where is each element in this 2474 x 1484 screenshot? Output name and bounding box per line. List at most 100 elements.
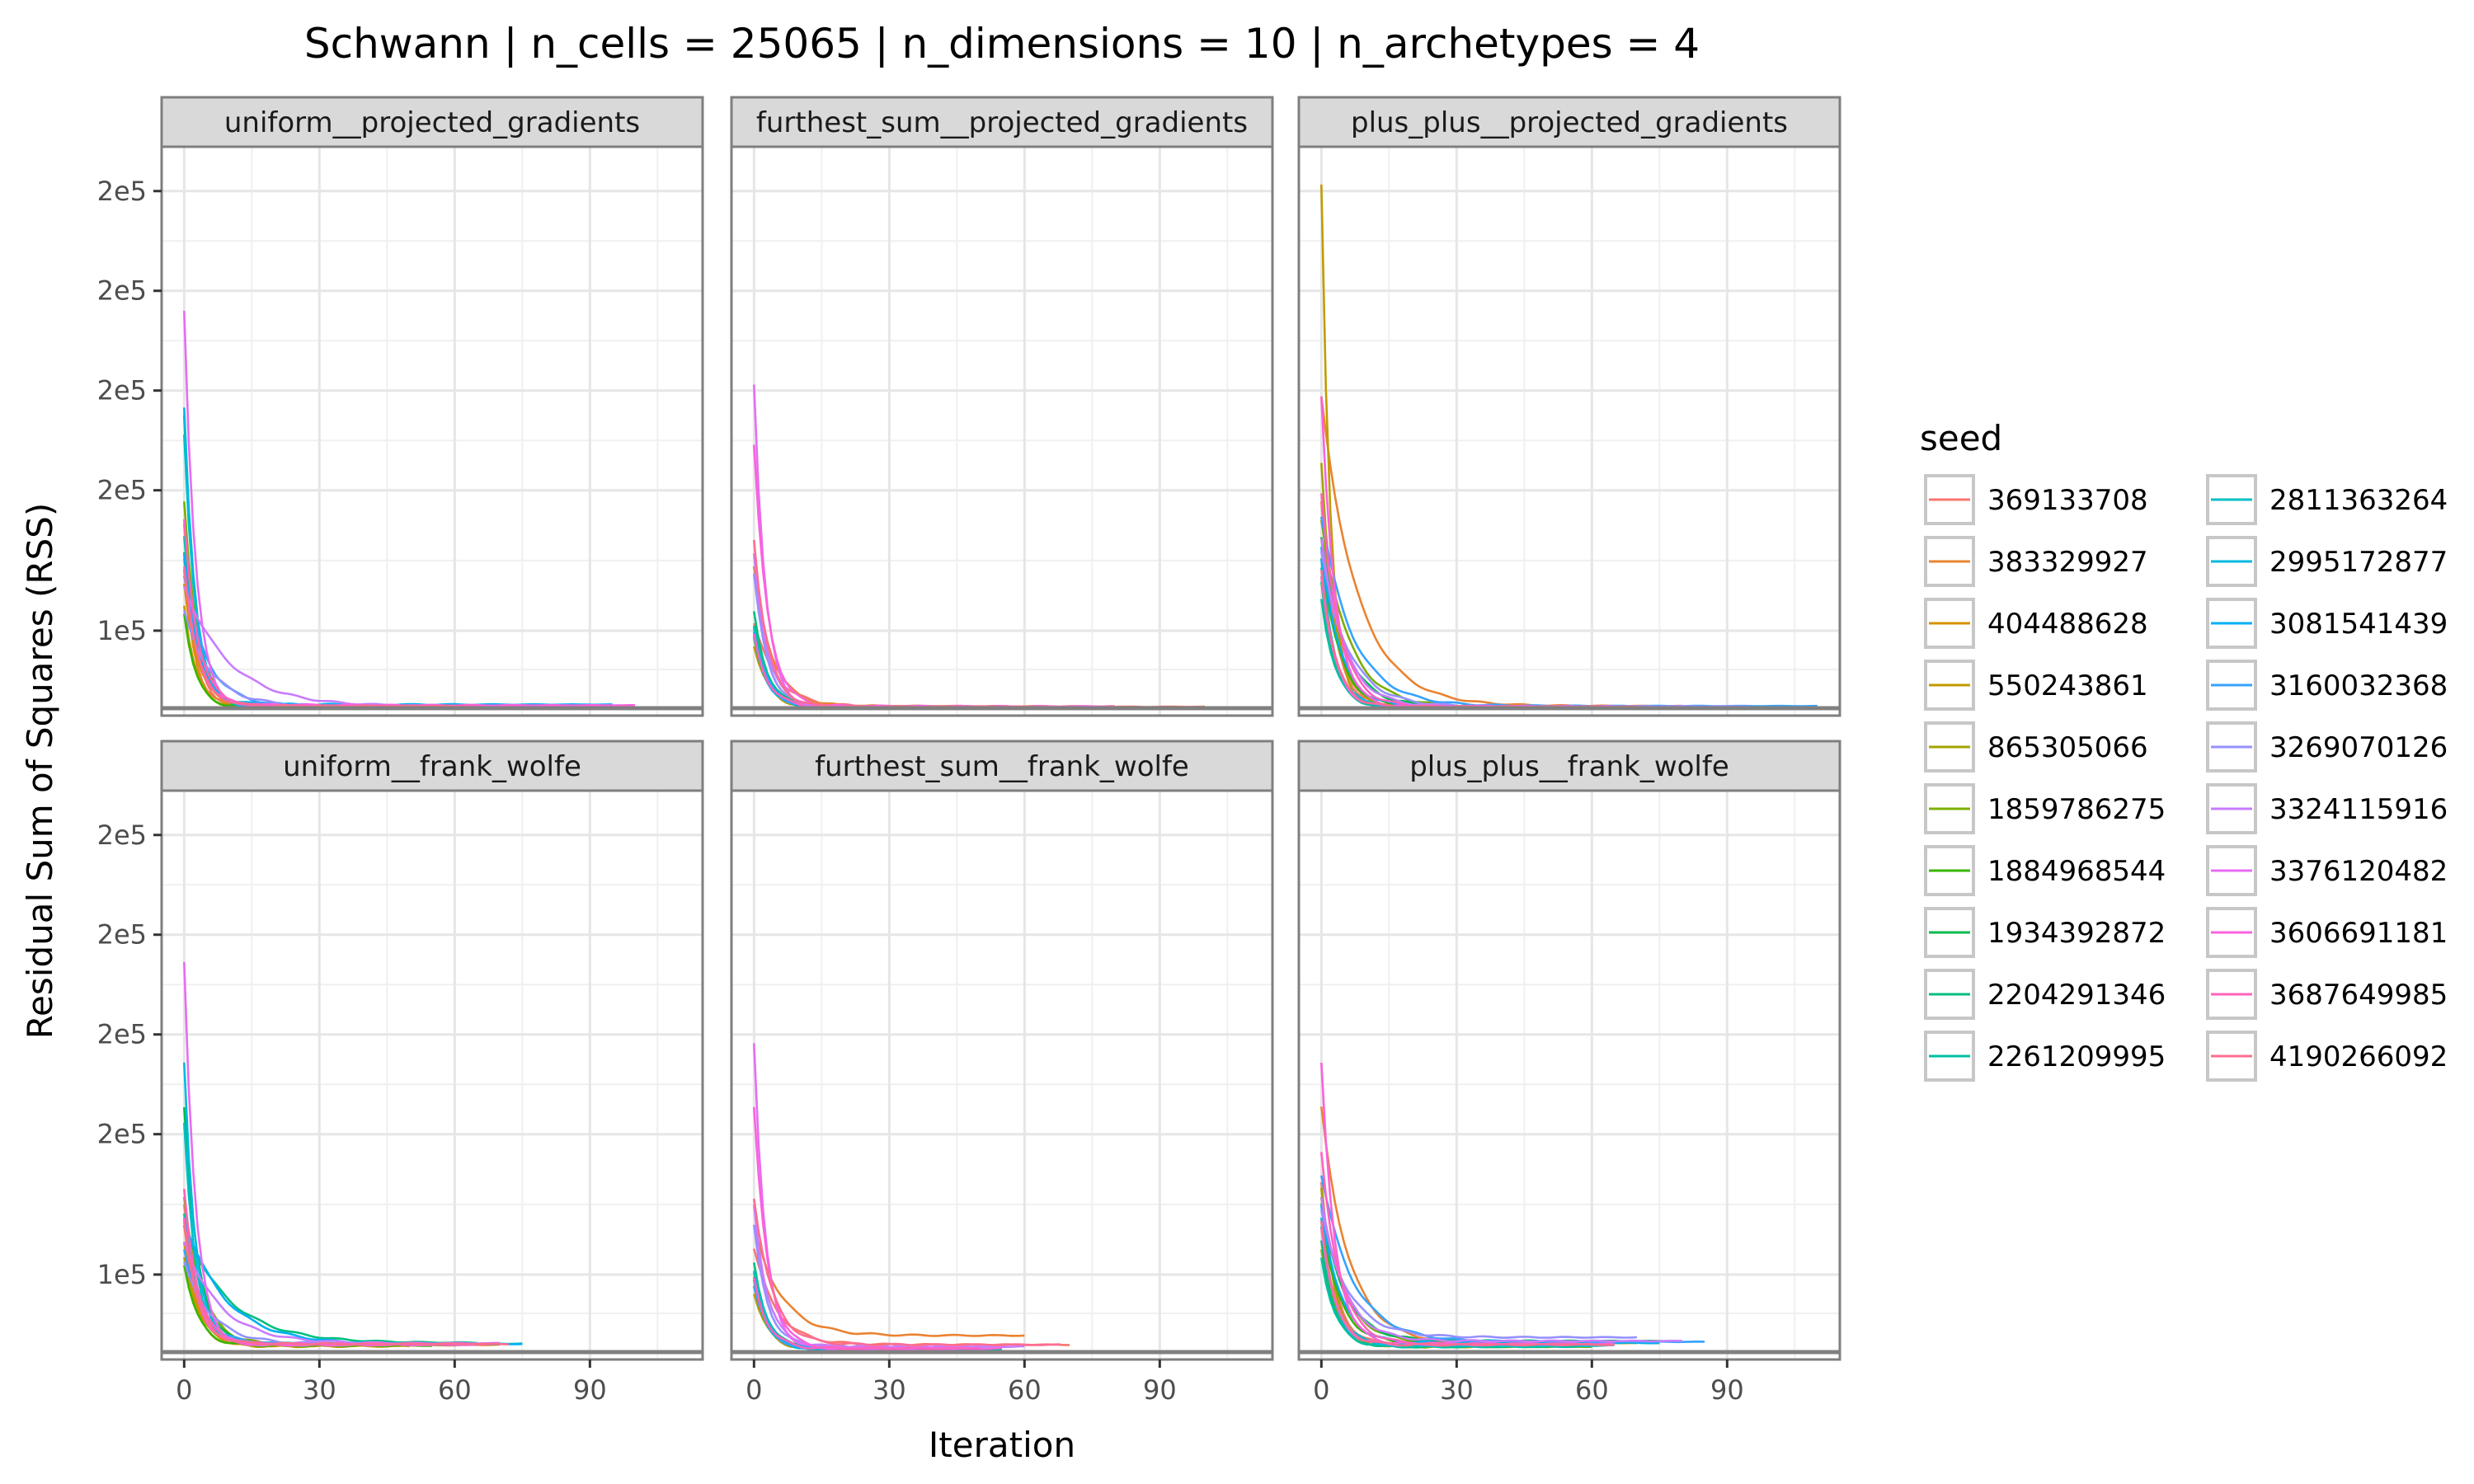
legend-item: 1884968544 — [1924, 845, 2166, 896]
facet-label: furthest_sum__projected_gradients — [756, 106, 1248, 139]
legend-label: 1884968544 — [1987, 855, 2166, 888]
legend-item: 3606691181 — [2206, 907, 2448, 958]
x-tick-label: 90 — [1710, 1374, 1744, 1406]
panel-border — [1297, 789, 1841, 1361]
series-line — [1320, 1209, 1638, 1339]
legend-item: 2261209995 — [1924, 1031, 2166, 1082]
facet-panels: uniform__projected_gradients 1e5 2e5 2e5 2e5… — [97, 96, 1841, 1406]
x-tick-label: 0 — [176, 1374, 192, 1406]
x-tick-label: 30 — [303, 1374, 336, 1406]
legend-label: 404488628 — [1987, 608, 2148, 641]
y-tick-label: 1e5 — [97, 615, 147, 646]
series-line — [753, 1198, 1061, 1347]
x-tick-label: 30 — [872, 1374, 906, 1406]
legend-item: 1859786275 — [1924, 783, 2166, 834]
series-line — [1320, 1175, 1705, 1344]
facet-panel: plus_plus__projected_gradients — [1297, 96, 1841, 717]
panel-border — [730, 789, 1274, 1361]
facet-panel: plus_plus__frank_wolfe 0 30 60 90 — [1297, 740, 1841, 1406]
x-axis-title: Iteration — [929, 1425, 1075, 1465]
legend-label: 4190266092 — [2269, 1040, 2448, 1073]
facet-panel: uniform__frank_wolfe 1e5 2e5 2e5 2e5 2e5 0 30 60… — [97, 740, 704, 1406]
facet-strip — [730, 96, 1274, 148]
legend-label: 369133708 — [1987, 484, 2148, 517]
legend-item: 3160032368 — [2206, 660, 2448, 711]
legend-label: 2811363264 — [2269, 484, 2448, 517]
x-tick-label: 0 — [1313, 1374, 1329, 1406]
y-tick-label: 2e5 — [97, 1019, 147, 1050]
series-group — [183, 961, 523, 1349]
legend-item: 2995172877 — [2206, 536, 2448, 587]
y-tick-label: 2e5 — [97, 475, 147, 506]
x-tick-label: 90 — [1143, 1374, 1177, 1406]
x-tick-label: 60 — [1008, 1374, 1042, 1406]
chart-title: Schwann | n_cells = 25065 | n_dimensions… — [304, 20, 1700, 68]
legend-label: 3160032368 — [2269, 669, 2448, 702]
legend-label: 383329927 — [1987, 546, 2148, 579]
series-line — [183, 1220, 509, 1346]
legend-item: 369133708 — [1924, 474, 2148, 525]
legend-label: 550243861 — [1987, 669, 2148, 702]
legend-item: 550243861 — [1924, 660, 2148, 711]
x-tick-label: 0 — [745, 1374, 762, 1406]
legend-item: 865305066 — [1924, 721, 2148, 773]
facet-panel: furthest_sum__projected_gradients — [730, 96, 1274, 717]
series-line — [753, 1224, 1025, 1337]
x-tick-label: 60 — [1575, 1374, 1609, 1406]
legend-item: 2811363264 — [2206, 474, 2448, 525]
series-line — [753, 1277, 980, 1350]
legend-label: 2261209995 — [1987, 1040, 2166, 1073]
legend-label: 2995172877 — [2269, 546, 2448, 579]
x-tick-label: 90 — [573, 1374, 607, 1406]
legend-label: 3606691181 — [2269, 917, 2448, 950]
legend-item: 383329927 — [1924, 536, 2148, 587]
facet-label: plus_plus__frank_wolfe — [1409, 750, 1729, 783]
panel-border — [1297, 145, 1841, 717]
y-axis-title: Residual Sum of Squares (RSS) — [20, 503, 60, 1039]
legend-label: 1859786275 — [1987, 793, 2166, 826]
legend-item: 3269070126 — [2206, 721, 2448, 773]
series-line — [1320, 1220, 1615, 1347]
legend-item: 3687649985 — [2206, 969, 2448, 1020]
y-tick-label: 2e5 — [97, 176, 147, 207]
panel-border — [730, 145, 1274, 717]
x-tick-label: 60 — [438, 1374, 472, 1406]
series-group — [1320, 1062, 1705, 1349]
legend-item: 2204291346 — [1924, 969, 2166, 1020]
legend-item: 1934392872 — [1924, 907, 2166, 958]
legend-label: 3687649985 — [2269, 979, 2448, 1012]
panel-border — [160, 789, 704, 1361]
y-tick-label: 2e5 — [97, 819, 147, 851]
panel-border — [160, 145, 704, 717]
legend-label: 1934392872 — [1987, 917, 2166, 950]
y-tick-label: 2e5 — [97, 1119, 147, 1150]
y-tick-label: 2e5 — [97, 375, 147, 406]
legend-item: 404488628 — [1924, 598, 2148, 649]
y-tick-label: 2e5 — [97, 275, 147, 307]
legend-label: 3269070126 — [2269, 731, 2448, 764]
facet-strip — [730, 740, 1274, 792]
legend-item: 4190266092 — [2206, 1031, 2448, 1082]
y-tick-label: 1e5 — [97, 1259, 147, 1290]
facet-label: furthest_sum__frank_wolfe — [815, 750, 1189, 783]
facet-panel: uniform__projected_gradients 1e5 2e5 2e5 2e5… — [97, 96, 704, 717]
legend-label: 865305066 — [1987, 731, 2148, 764]
series-line — [1320, 1197, 1682, 1343]
legend-label: 3324115916 — [2269, 793, 2448, 826]
facet-strip — [160, 96, 704, 148]
legend-title: seed — [1920, 418, 2002, 458]
series-line — [183, 569, 455, 708]
legend-label: 3376120482 — [2269, 855, 2448, 888]
facet-label: uniform__projected_gradients — [224, 106, 640, 139]
legend-item: 3324115916 — [2206, 783, 2448, 834]
facet-label: uniform__frank_wolfe — [283, 750, 581, 783]
legend: seed 369133708 383329927 404488628 55024386… — [1920, 418, 2448, 1082]
facet-label: plus_plus__projected_gradients — [1351, 106, 1788, 139]
legend-label: 3081541439 — [2269, 608, 2448, 641]
x-tick-label: 30 — [1440, 1374, 1474, 1406]
series-group — [753, 1043, 1070, 1352]
legend-item: 3081541439 — [2206, 598, 2448, 649]
legend-label: 2204291346 — [1987, 979, 2166, 1012]
legend-item: 3376120482 — [2206, 845, 2448, 896]
